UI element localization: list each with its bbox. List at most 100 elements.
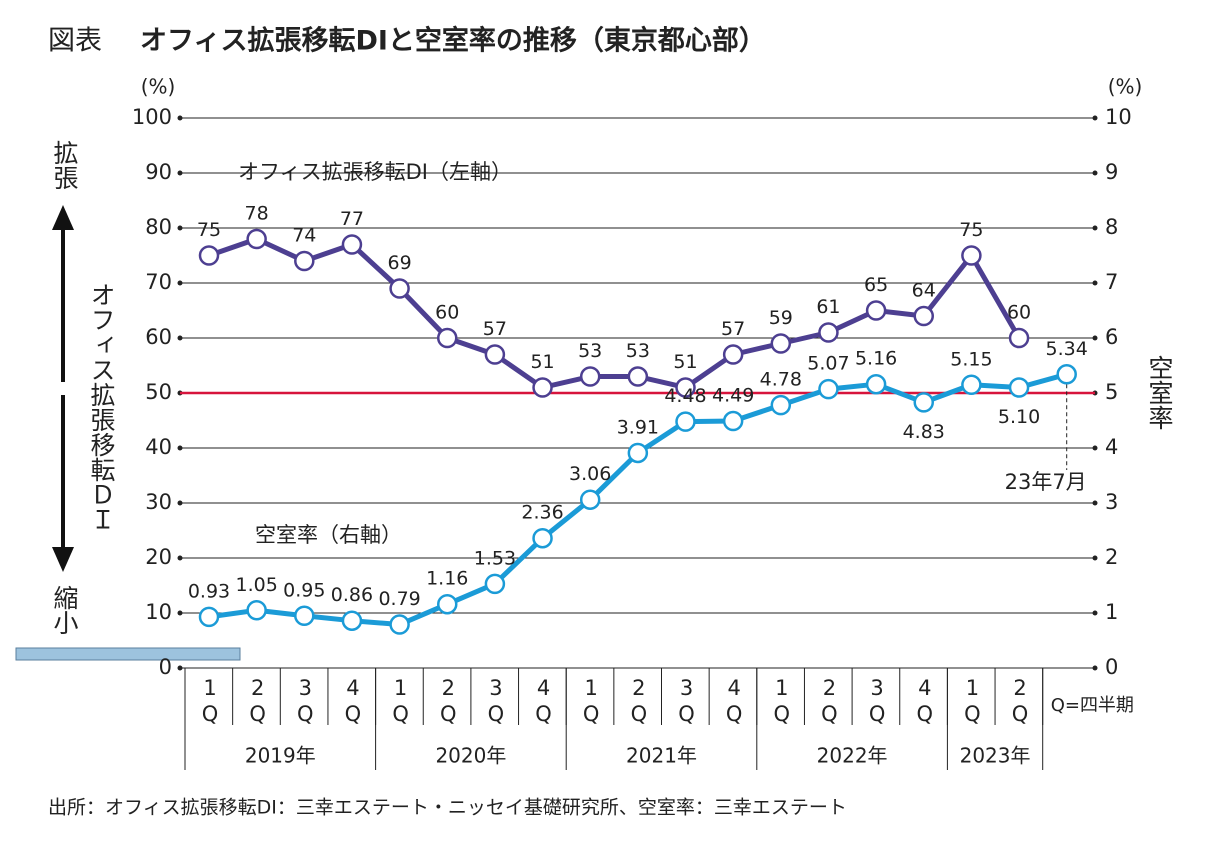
point [961,245,982,266]
x-tick-label: 23年7月 [1005,470,1087,494]
y2-tick-label: 5 [1105,380,1118,404]
point [198,606,220,628]
group-label: 2020年 [435,744,506,768]
point [627,442,649,464]
point [484,573,506,595]
tick-dot [177,665,183,671]
tick-dot [1092,225,1098,231]
y-tick-label: 70 [145,270,172,294]
y-tick-label: 10 [145,600,172,624]
data-label: 51 [530,351,554,373]
data-label: 0.95 [283,579,325,601]
chart-label: 図表 [48,26,102,57]
data-label: 1.53 [474,547,516,569]
y2-tick-label: 8 [1105,215,1118,239]
data-label: 4.83 [903,421,945,443]
y2-label: 空室率 [1145,355,1174,430]
category-note: Q=四半期 [1051,695,1134,716]
x-tick-label: 1Q [579,676,603,728]
point [722,410,744,432]
data-label: 57 [483,318,507,340]
point [675,377,696,398]
data-label: 5.34 [1046,338,1088,360]
y-tick-label: 100 [132,105,172,129]
x-tick-label: 3Q [484,676,508,728]
data-label: 60 [1007,302,1031,324]
point [389,614,410,635]
data-label: 75 [959,219,983,241]
point [437,327,458,349]
point [246,228,267,250]
x-tick-label: 1Q [960,676,984,728]
y-label-top: 拡張 [50,140,79,190]
tick-dot [1092,280,1098,286]
group-label: 2021年 [626,744,697,768]
y2-tick-label: 1 [1105,600,1118,624]
y2-tick-label: 9 [1105,160,1118,184]
x-tick-label: 1Q [198,676,222,728]
series-line [208,236,1022,390]
arrow-head [52,547,74,572]
tick-dot [177,555,183,561]
point [437,593,458,615]
data-label: 0.79 [378,588,420,610]
data-label: 5.10 [998,406,1040,428]
y2-tick-label: 10 [1105,105,1132,129]
data-label: 75 [197,219,221,241]
point [1008,377,1030,398]
data-label: 3.91 [617,416,659,438]
point [341,234,363,255]
group-label: 2019年 [245,744,316,768]
tick-dot [1092,555,1098,561]
x-tick-label: 4Q [341,676,365,728]
point [532,377,553,398]
point [532,527,553,549]
y-tick-label: 60 [145,325,172,349]
source: 出所：オフィス拡張移転DI：三幸エステート・ニッセイ基礎研究所、空室率：三幸エス… [48,797,847,819]
data-label: 0.86 [331,584,373,606]
point [579,366,601,387]
arrow-head [52,205,74,230]
data-label: 2.36 [521,502,563,524]
data-label: 4.49 [712,385,754,407]
chart-title: オフィス拡張移転DIと空室率の推移（東京都心部） [140,25,766,57]
group-label: 2022年 [817,744,888,768]
series-name: オフィス拡張移転DI（左軸） [238,160,512,184]
point [341,610,363,631]
y-label: オフィス拡張移転ＤＩ [87,282,116,532]
tick-dot [1092,335,1098,341]
y-tick-label: 80 [145,215,172,239]
x-tick-label: 3Q [293,676,317,728]
point [865,300,887,321]
point [1056,364,1077,385]
data-label: 3.06 [569,463,611,485]
x-tick-label: 3Q [675,676,699,728]
data-label: 69 [388,252,412,274]
y-tick-label: 40 [145,435,172,459]
point [818,322,839,343]
point [627,366,649,387]
tick-dot [177,610,183,616]
x-tick-label: 1Q [389,676,413,728]
data-label: 64 [912,280,936,302]
data-label: 60 [435,302,459,324]
tick-dot [1092,115,1098,121]
point [389,278,410,299]
point [770,394,792,416]
tick-dot [1092,170,1098,176]
tick-dot [177,445,183,451]
x-tick-label: 3Q [865,676,889,728]
x-tick-label: 1Q [770,676,794,728]
y2-tick-label: 0 [1105,655,1118,679]
tick-dot [1092,610,1098,616]
tick-dot [177,225,183,231]
y2-tick-label: 3 [1105,490,1118,514]
y-tick-label: 30 [145,490,172,514]
tick-dot [1092,665,1098,671]
point [1008,327,1030,349]
x-tick-label: 2Q [436,676,460,728]
data-label: 4.78 [760,369,802,391]
data-label: 53 [626,340,650,362]
group-label: 2023年 [960,744,1031,768]
data-label: 4.48 [664,385,706,407]
